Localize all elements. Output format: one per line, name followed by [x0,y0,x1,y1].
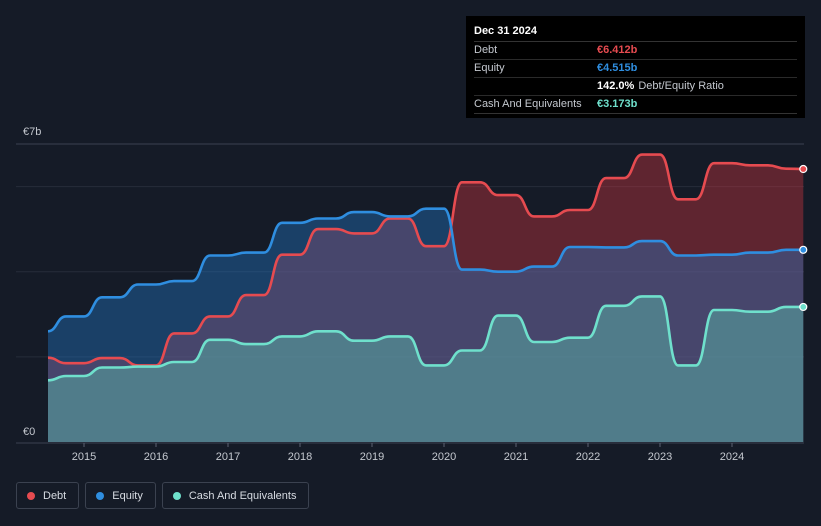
equity-area [48,208,804,442]
tooltip-debt-value: €6.412b [597,44,638,56]
legend-item-equity[interactable]: Equity [85,482,156,509]
chart-legend: Debt Equity Cash And Equivalents [16,482,310,511]
tooltip-row-equity: Equity €4.515b [474,60,797,78]
x-tick-label: 2023 [648,451,672,463]
equity-line [47,207,804,333]
tooltip-ratio: 142.0% Debt/Equity Ratio [597,78,724,95]
x-tick-label: 2018 [288,451,312,463]
debt-end-point [799,164,808,174]
chart-areas [48,154,804,442]
debt-dot-icon [27,491,35,500]
y-axis-top-label: €7b [23,126,41,138]
tooltip-row-debt: Debt €6.412b [474,42,797,60]
legend-equity-label: Equity [112,489,143,502]
chart-end-markers [799,164,808,312]
legend-item-cash[interactable]: Cash And Equivalents [161,482,310,509]
cash-dot-icon [172,491,181,500]
x-tick-label: 2020 [432,451,456,463]
equity-dot-icon [96,491,105,500]
data-tooltip: Dec 31 2024 Debt €6.412b Equity €4.515b … [466,16,805,118]
legend-debt-label: Debt [43,489,67,502]
x-tick-label: 2015 [72,451,96,463]
debt-line [47,153,804,367]
tooltip-date: Dec 31 2024 [474,24,797,42]
x-tick-label: 2017 [216,451,240,463]
legend-cash-label: Cash And Equivalents [188,489,297,502]
tooltip-ratio-value: 142.0% [597,80,635,92]
tooltip-equity-value: €4.515b [597,62,638,74]
x-tick-label: 2022 [576,451,600,463]
y-axis-bottom-label: €0 [23,426,35,438]
chart-lines [47,153,804,382]
tooltip-ratio-label: Debt/Equity Ratio [638,80,724,92]
x-tick-label: 2021 [504,451,528,463]
legend-item-debt[interactable]: Debt [16,482,80,509]
debt-area [48,154,804,442]
tooltip-row-cash: Cash And Equivalents €3.173b [474,96,797,114]
tooltip-cash-label: Cash And Equivalents [474,98,582,110]
tooltip-row-ratio: 142.0% Debt/Equity Ratio [474,78,797,96]
x-tick-label: 2024 [720,451,744,463]
x-axis: 2015 2016 2017 2018 2019 2020 2021 2022 2023 2024 [72,443,744,463]
tooltip-debt-label: Debt [474,44,498,56]
tooltip-cash-value: €3.173b [597,98,638,110]
x-tick-label: 2019 [360,451,384,463]
x-tick-label: 2016 [144,451,168,463]
cash-area [48,296,804,442]
tooltip-equity-label: Equity [474,62,505,74]
equity-end-point [799,245,808,254]
cash-line [47,295,804,382]
cash-end-point [799,302,808,312]
